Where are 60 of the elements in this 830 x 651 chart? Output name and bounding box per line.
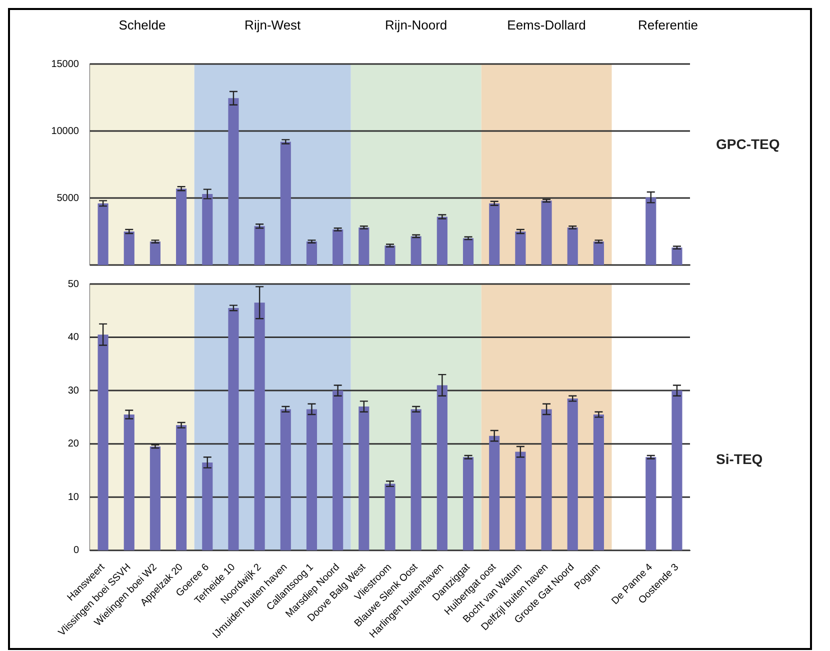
bar <box>228 98 239 265</box>
bar <box>228 308 239 550</box>
bar <box>150 446 160 550</box>
y-tick-label: 10 <box>68 492 80 503</box>
bar <box>436 216 448 265</box>
band-label: Rijn-West <box>244 18 302 33</box>
y-tick-label: 5000 <box>56 192 80 204</box>
bar <box>176 425 187 550</box>
bar <box>384 246 396 265</box>
bar <box>202 462 213 550</box>
bar <box>98 203 108 265</box>
bar <box>646 457 656 550</box>
band-label: Rijn-Noord <box>385 18 448 33</box>
text: Referentie <box>638 18 698 33</box>
bar <box>462 457 474 550</box>
bar <box>410 236 422 265</box>
bar <box>124 414 134 550</box>
y-axis-title: GPC-TEQ <box>716 136 780 152</box>
y-tick-label: 15000 <box>51 58 80 70</box>
y-tick-label: 20 <box>68 438 80 450</box>
bar <box>254 302 265 550</box>
y-axis-title: Si-TEQ <box>716 451 763 467</box>
bar <box>332 229 344 265</box>
bar <box>489 436 500 550</box>
bar <box>515 452 526 550</box>
bar <box>150 242 160 265</box>
bar <box>98 334 108 550</box>
bar <box>306 242 318 265</box>
bar <box>462 238 474 265</box>
bar <box>593 242 604 265</box>
bar <box>358 227 370 265</box>
bar <box>254 226 265 265</box>
bar <box>672 390 682 550</box>
bar <box>567 398 578 550</box>
y-tick-label: 30 <box>68 385 80 396</box>
bar <box>646 197 656 265</box>
bar <box>593 414 604 550</box>
bar <box>124 232 134 265</box>
bar <box>515 232 526 265</box>
bar <box>541 200 552 265</box>
bar <box>280 142 291 265</box>
bar <box>672 248 682 265</box>
bar <box>202 194 213 265</box>
bar <box>384 484 396 550</box>
y-tick-label: 50 <box>68 278 80 290</box>
bar <box>306 409 318 550</box>
bar <box>410 409 422 550</box>
bar <box>358 406 370 550</box>
y-tick-label: 10000 <box>51 126 80 137</box>
band-label: Schelde <box>118 18 166 33</box>
bar <box>332 390 344 550</box>
bar <box>436 385 448 550</box>
band-label: Eems-Dollard <box>507 18 586 33</box>
bar <box>541 409 552 550</box>
y-tick-label: 0 <box>73 545 80 556</box>
bar <box>489 203 500 265</box>
y-tick-label: 40 <box>68 332 80 344</box>
bar <box>176 188 187 265</box>
bar <box>567 227 578 265</box>
bar <box>280 409 291 550</box>
